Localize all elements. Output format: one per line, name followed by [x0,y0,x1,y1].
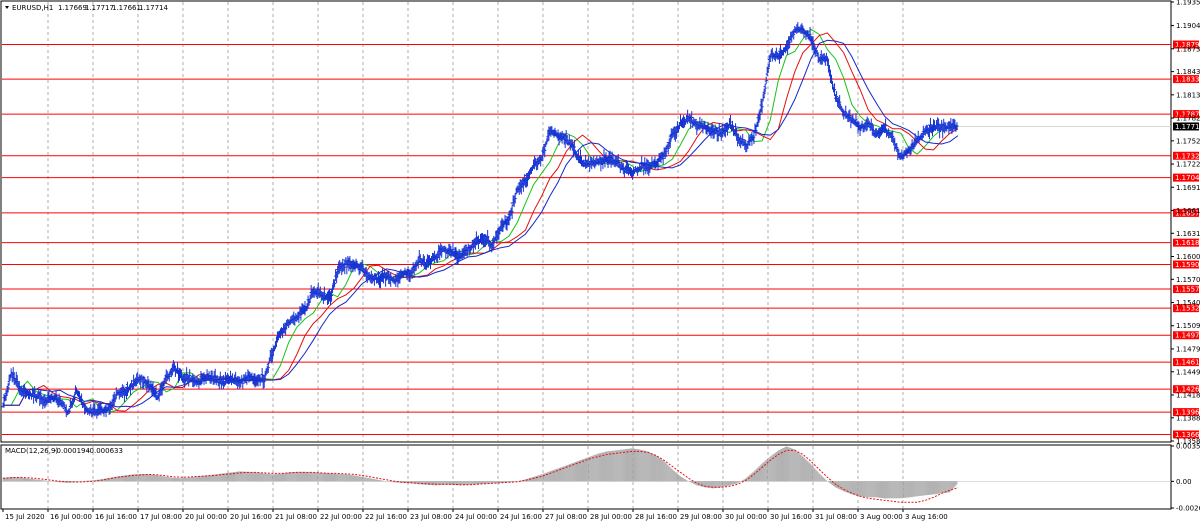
time-label: 31 Jul 08:00 [815,513,857,521]
price-label: 1.17525 [1176,137,1200,145]
price-label: 1.17220 [1176,161,1200,169]
time-label: 30 Jul 16:00 [770,513,812,521]
current-price-label: 1.17714 [1175,123,1200,131]
macd-axis: 0.00354 0.00 -0.00267 [1171,443,1200,513]
price-axis: 1.19350 1.19040 1.18735 1.18435 1.18130 1.178… [1171,0,1200,446]
open-value: 1.17669 [58,4,87,12]
current-price-tag [1173,122,1199,131]
price-label: 1.16310 [1176,230,1200,238]
time-label: 3 Aug 16:00 [905,513,948,521]
price-panel-frame [0,0,1172,443]
price-label: 1.16610 [1176,207,1200,215]
level-price-label: 1.15900 [1175,261,1200,269]
level-price-tag [1173,304,1199,313]
time-label: 29 Jul 08:00 [680,513,722,521]
chevron-down-icon[interactable] [5,6,9,9]
time-label: 24 Jul 16:00 [500,513,542,521]
symbol-label: EURUSD,H1 [12,4,53,12]
level-price-label: 1.17877 [1175,111,1200,119]
time-label: 21 Jul 08:00 [275,513,317,521]
macd-indicator [2,446,1171,503]
level-price-tag [1173,75,1199,84]
level-price-label: 1.14617 [1175,359,1200,367]
level-price-tag [1173,285,1199,294]
macd-tick-label: -0.00267 [1176,505,1200,513]
price-label: 1.16915 [1176,184,1200,192]
price-label: 1.14790 [1176,345,1200,353]
level-price-label: 1.16578 [1175,209,1200,217]
time-label: 16 Jul 16:00 [95,513,137,521]
time-label: 22 Jul 00:00 [320,513,362,521]
level-price-label: 1.15577 [1175,286,1200,294]
level-price-tag [1173,331,1199,340]
macd-header: MACD(12,26,9) -0.000194 -0.000633 [5,447,123,455]
time-label: 28 Jul 16:00 [635,513,677,521]
level-price-tag [1173,358,1199,367]
price-label: 1.19350 [1176,0,1200,7]
price-label: 1.13885 [1176,414,1200,422]
time-label: 16 Jul 00:00 [50,513,92,521]
time-label: 17 Jul 08:00 [140,513,182,521]
level-price-tag [1173,385,1199,394]
level-price-tag [1173,430,1199,439]
time-label: 20 Jul 16:00 [230,513,272,521]
price-label: 1.17825 [1176,115,1200,123]
price-label: 1.15400 [1176,299,1200,307]
macd-signal-line [2,449,959,503]
price-label: 1.14490 [1176,368,1200,376]
time-label: 23 Jul 08:00 [410,513,452,521]
level-price-label: 1.17329 [1175,152,1200,160]
price-label: 1.16005 [1176,253,1200,261]
price-label: 1.14185 [1176,391,1200,399]
level-price-label: 1.13960 [1175,409,1200,417]
level-price-label: 1.18337 [1175,76,1200,84]
level-price-label: 1.13666 [1175,431,1200,439]
close-value: 1.17714 [139,4,168,12]
time-label: 24 Jul 00:00 [455,513,497,521]
price-bars [1,22,959,419]
level-price-tag [1173,110,1199,119]
macd-signal-value: -0.000633 [87,447,123,455]
time-label: 27 Jul 08:00 [545,513,587,521]
macd-panel-frame [0,444,1172,510]
price-label: 1.19040 [1176,22,1200,30]
level-price-tag [1173,238,1199,247]
level-price-tag [1173,208,1199,217]
level-price-tag [1173,173,1199,182]
level-price-label: 1.17042 [1175,174,1200,182]
price-label: 1.18130 [1176,91,1200,99]
time-label: 15 Jul 2020 [5,513,45,521]
level-price-tag [1173,151,1199,160]
time-label: 22 Jul 16:00 [365,513,407,521]
high-value: 1.17717 [85,4,114,12]
low-value: 1.17661 [112,4,141,12]
time-axis: 15 Jul 2020 16 Jul 00:00 16 Jul 16:00 17 Ju… [2,509,948,521]
level-price-tag [1173,408,1199,417]
level-price-tag [1173,260,1199,269]
level-price-label: 1.16187 [1175,239,1200,247]
chart-header: EURUSD,H1 1.17669 1.17717 1.17661 1.1771… [5,4,168,12]
price-label: 1.15095 [1176,322,1200,330]
time-label: 28 Jul 00:00 [590,513,632,521]
macd-tick-label: 0.00 [1176,478,1192,486]
level-price-tag [1173,40,1199,49]
macd-tick-label: 0.00354 [1176,443,1200,451]
macd-main-value: -0.000194 [54,447,90,455]
level-price-label: 1.15326 [1175,305,1200,313]
level-price-label: 1.14970 [1175,332,1200,340]
time-label: 20 Jul 00:00 [185,513,227,521]
price-label: 1.15705 [1176,276,1200,284]
price-label: 1.18435 [1176,68,1200,76]
price-label: 1.18735 [1176,45,1200,53]
macd-label: MACD(12,26,9) [5,447,58,455]
time-label: 3 Aug 00:00 [860,513,903,521]
time-label: 30 Jul 00:00 [725,513,767,521]
